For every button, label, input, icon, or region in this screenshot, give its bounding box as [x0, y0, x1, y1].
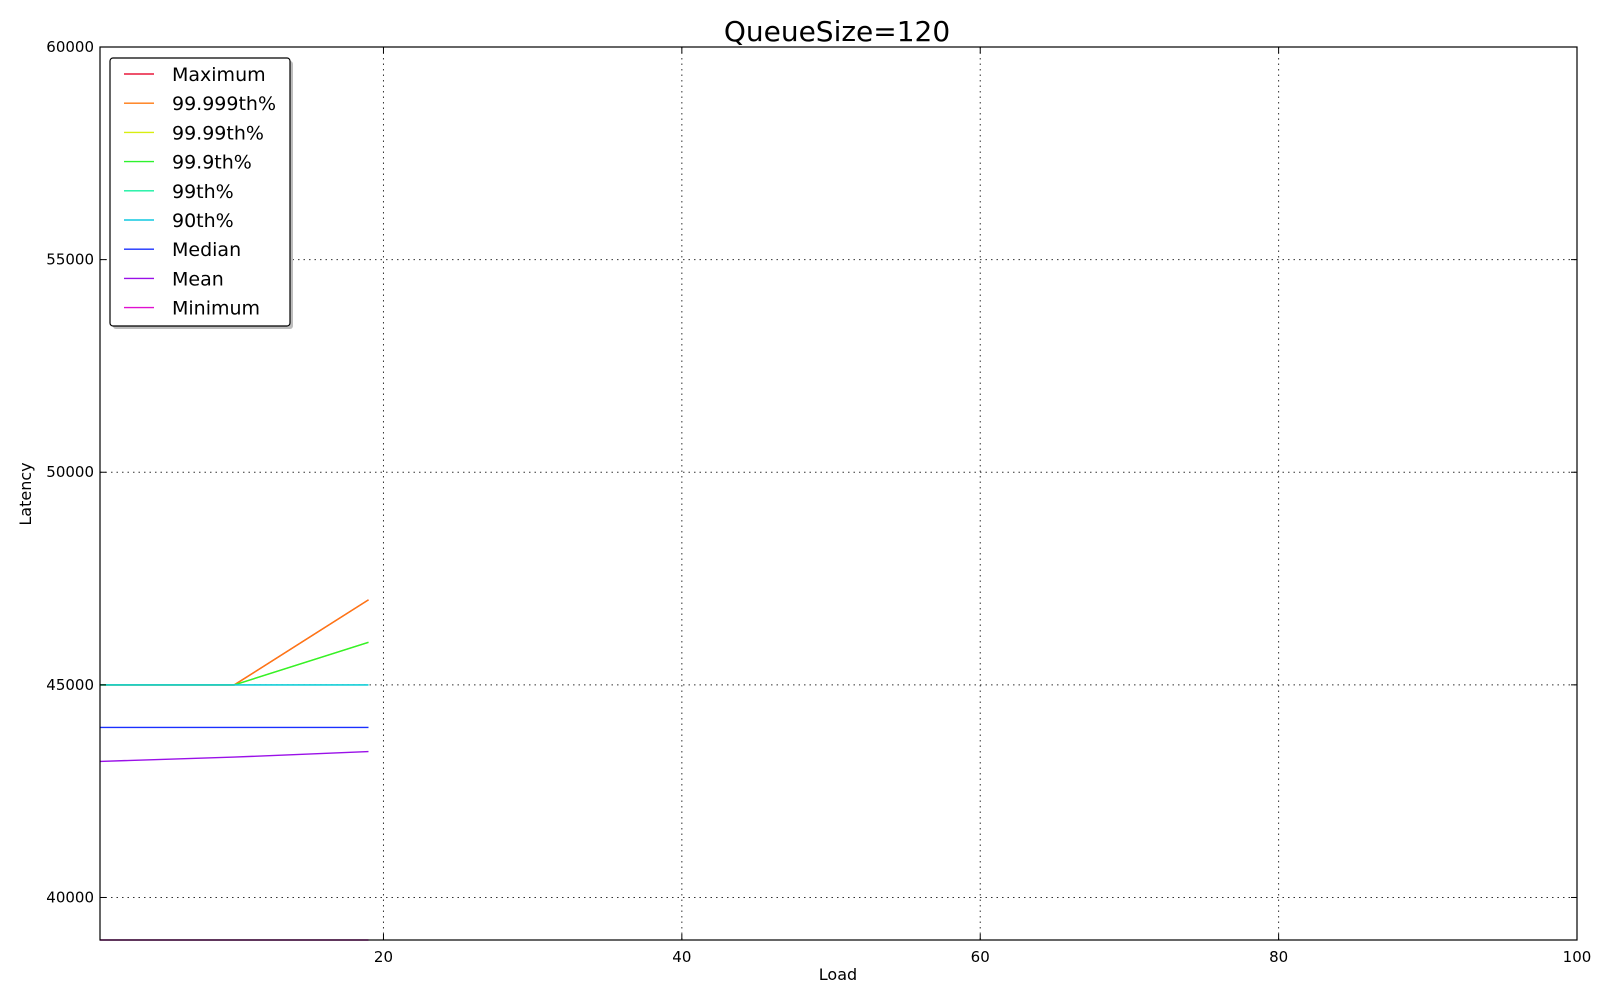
- legend-label: Mean: [172, 268, 224, 290]
- legend-box: [109, 57, 291, 327]
- legend: Maximum 99.999th% 99.99th% 99.9th% 99th% 90th…: [109, 57, 293, 329]
- y-tick-label: 55000: [46, 251, 94, 269]
- plot-frame: [99, 46, 1578, 941]
- legend-label: Minimum: [172, 298, 260, 320]
- x-tick-label: 40: [672, 948, 691, 966]
- x-axis-label: Load: [819, 965, 857, 984]
- x-tick-label: 20: [374, 948, 393, 966]
- legend-label: 99.999th%: [172, 93, 276, 115]
- y-tick-label: 50000: [46, 463, 94, 481]
- series-line-mean: [99, 750, 369, 763]
- x-tick-label: 80: [1269, 948, 1288, 966]
- legend-label: Median: [172, 239, 241, 261]
- chart-title: QueueSize=120: [724, 15, 950, 48]
- series-lines: [99, 599, 369, 941]
- legend-label: 99th%: [172, 181, 234, 203]
- axis-ticks: 20 40 60 80 100 40000 45000 50000 55000 60000: [46, 38, 1591, 966]
- y-axis-label: Latency: [16, 462, 35, 525]
- legend-label: 90th%: [172, 210, 234, 232]
- legend-label: Maximum: [172, 64, 266, 86]
- y-tick-label: 40000: [46, 888, 94, 906]
- legend-label: 99.9th%: [172, 152, 252, 174]
- grid: [100, 47, 1577, 940]
- x-tick-label: 60: [971, 948, 990, 966]
- y-tick-label: 45000: [46, 676, 94, 694]
- x-tick-label: 100: [1563, 948, 1592, 966]
- y-tick-label: 60000: [46, 38, 94, 56]
- legend-label: 99.99th%: [172, 122, 264, 144]
